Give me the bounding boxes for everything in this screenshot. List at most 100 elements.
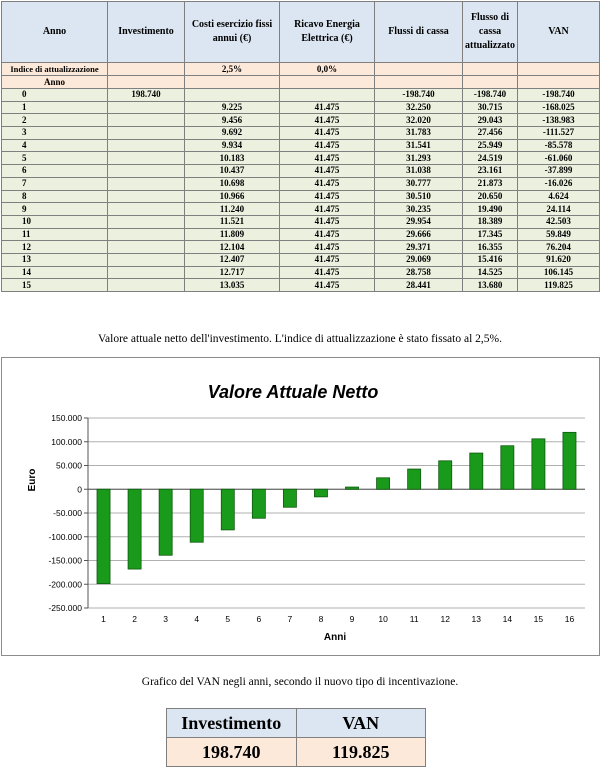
bar bbox=[314, 488, 328, 498]
table-cell: 29.043 bbox=[462, 113, 518, 128]
table-cell: 41.475 bbox=[279, 240, 375, 254]
table-cell: 7 bbox=[1, 176, 108, 191]
table-cell: 11.240 bbox=[184, 202, 280, 216]
table-cell bbox=[107, 202, 185, 216]
table-cell: 41.475 bbox=[279, 113, 375, 128]
table-cell: 41.475 bbox=[279, 265, 375, 280]
table-cell: 9.934 bbox=[184, 138, 280, 153]
header-ricavo: Ricavo Energia Elettrica (€) bbox=[279, 1, 375, 63]
x-tick-label: 12 bbox=[440, 614, 450, 624]
table-cell bbox=[107, 252, 185, 267]
table-row: 15 13.035 41.475 28.441 13.680 119.825 bbox=[1, 278, 600, 292]
index-cell-empty bbox=[462, 62, 518, 76]
summary-table: Investimento VAN 198.740 119.825 bbox=[166, 708, 426, 767]
x-tick-label: 5 bbox=[225, 614, 230, 624]
table-cell: 11.521 bbox=[184, 214, 280, 229]
table-row: 4 9.934 41.475 31.541 25.949 -85.578 bbox=[1, 138, 600, 153]
table-cell bbox=[184, 88, 280, 102]
table-cell: 13.680 bbox=[462, 278, 518, 292]
table-cell: 14.525 bbox=[462, 265, 518, 280]
x-tick-label: 7 bbox=[288, 614, 293, 624]
table-cell: 10 bbox=[1, 214, 108, 229]
table-cell: 30.235 bbox=[374, 202, 463, 216]
table-cell: 14 bbox=[1, 265, 108, 280]
table-cell: 9.225 bbox=[184, 100, 280, 115]
table-cell: 30.715 bbox=[462, 100, 518, 115]
table-cell: 8 bbox=[1, 189, 108, 204]
bar bbox=[407, 468, 422, 490]
y-tick-label: -100.000 bbox=[48, 532, 82, 542]
table-cell bbox=[107, 151, 185, 166]
table-cell: -85.578 bbox=[517, 138, 600, 153]
table-cell bbox=[279, 88, 375, 102]
header-costi: Costi esercizio fissi annui (€) bbox=[184, 1, 280, 63]
x-tick-label: 15 bbox=[534, 614, 544, 624]
van-table: Anno Investimento Costi esercizio fissi … bbox=[1, 1, 600, 292]
table-cell: 25.949 bbox=[462, 138, 518, 153]
table-cell bbox=[107, 214, 185, 229]
bar bbox=[189, 488, 204, 543]
table-cell: 76.204 bbox=[517, 240, 600, 254]
table-cell bbox=[107, 265, 185, 280]
table-cell: 20.650 bbox=[462, 189, 518, 204]
table-cell: 42.503 bbox=[517, 214, 600, 229]
y-tick-label: 0 bbox=[77, 484, 82, 494]
bar bbox=[282, 488, 297, 508]
table-cell bbox=[107, 164, 185, 178]
table-cell: 15 bbox=[1, 278, 108, 292]
table-cell: 9 bbox=[1, 202, 108, 216]
table-header-row: Anno Investimento Costi esercizio fissi … bbox=[1, 1, 600, 63]
summary-value-investimento: 198.740 bbox=[166, 737, 297, 767]
table-cell: 29.371 bbox=[374, 240, 463, 254]
bar bbox=[96, 488, 111, 585]
header-investimento: Investimento bbox=[107, 1, 185, 63]
bar bbox=[251, 488, 266, 519]
summary-header-row: Investimento VAN bbox=[166, 708, 426, 738]
anno-cell-empty bbox=[279, 75, 375, 89]
x-tick-label: 11 bbox=[410, 614, 419, 624]
bar bbox=[158, 488, 173, 556]
table-cell: 10.698 bbox=[184, 176, 280, 191]
table-cell: 27.456 bbox=[462, 126, 518, 140]
anno-cell-empty bbox=[184, 75, 280, 89]
table-cell: 10.183 bbox=[184, 151, 280, 166]
table-cell: 17.345 bbox=[462, 227, 518, 242]
table-cell: 41.475 bbox=[279, 164, 375, 178]
table-cell: 6 bbox=[1, 164, 108, 178]
header-flusso-attualizzato: Flusso di cassa attualizzato bbox=[462, 1, 518, 63]
x-tick-label: 10 bbox=[378, 614, 388, 624]
bar bbox=[500, 445, 515, 490]
van-chart-svg: Valore Attuale Netto 150.000 100.000 50.000… bbox=[27, 382, 585, 643]
anno-cell-empty bbox=[517, 75, 600, 89]
table-row: 9 11.240 41.475 30.235 19.490 24.114 bbox=[1, 202, 600, 216]
table-cell bbox=[107, 138, 185, 153]
table-cell bbox=[107, 176, 185, 191]
y-tick-label: -150.000 bbox=[48, 556, 82, 566]
table-cell: 30.510 bbox=[374, 189, 463, 204]
anno-cell-empty bbox=[462, 75, 518, 89]
table-cell: 11.809 bbox=[184, 227, 280, 242]
bar bbox=[127, 488, 142, 570]
table-cell: 10.966 bbox=[184, 189, 280, 204]
x-axis-label: Anni bbox=[324, 632, 346, 643]
y-tick-label: 150.000 bbox=[51, 413, 82, 423]
table-cell: 41.475 bbox=[279, 202, 375, 216]
table-cell: 41.475 bbox=[279, 126, 375, 140]
table-cell: 23.161 bbox=[462, 164, 518, 178]
x-tick-label: 14 bbox=[503, 614, 513, 624]
index-cell-empty bbox=[374, 62, 463, 76]
table-cell: 29.069 bbox=[374, 252, 463, 267]
table-cell: 13.035 bbox=[184, 278, 280, 292]
table-cell: 12.104 bbox=[184, 240, 280, 254]
table-cell: 41.475 bbox=[279, 189, 375, 204]
summary-header-van: VAN bbox=[295, 708, 426, 738]
table-cell: 31.783 bbox=[374, 126, 463, 140]
table-cell: 28.758 bbox=[374, 265, 463, 280]
table-cell: 18.389 bbox=[462, 214, 518, 229]
table-row: 10 11.521 41.475 29.954 18.389 42.503 bbox=[1, 214, 600, 229]
table-cell: 119.825 bbox=[517, 278, 600, 292]
summary-value-row: 198.740 119.825 bbox=[166, 737, 426, 767]
table-cell bbox=[107, 189, 185, 204]
table-cell bbox=[107, 240, 185, 254]
table-cell: 32.250 bbox=[374, 100, 463, 115]
